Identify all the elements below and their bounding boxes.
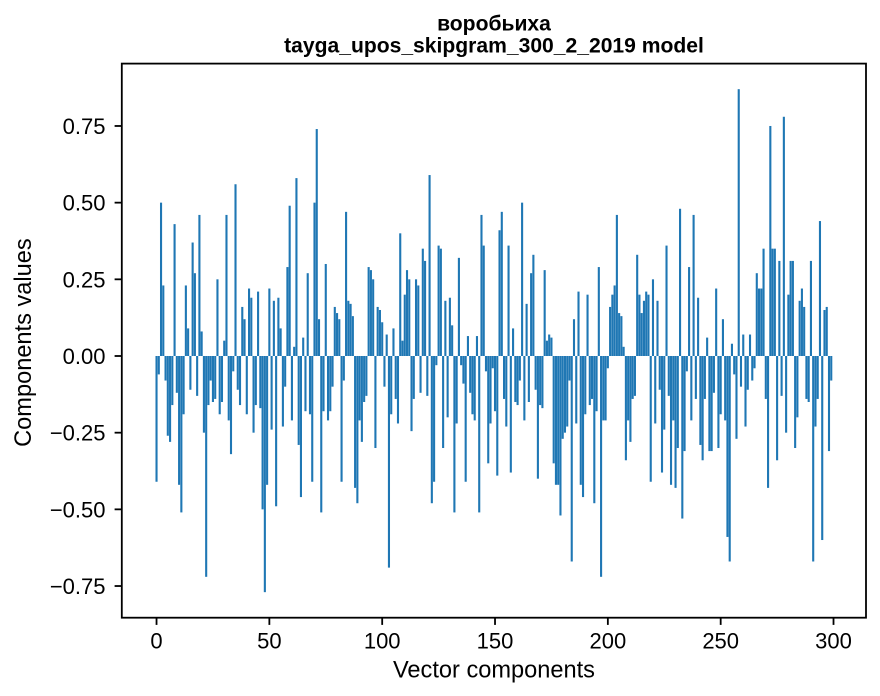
svg-text:50: 50 (257, 629, 281, 654)
svg-text:250: 250 (702, 629, 739, 654)
svg-text:−0.75: −0.75 (50, 574, 106, 599)
svg-text:0.25: 0.25 (63, 267, 106, 292)
svg-text:0: 0 (150, 629, 162, 654)
svg-text:−0.50: −0.50 (50, 497, 106, 522)
svg-text:Vector components: Vector components (393, 657, 595, 683)
svg-text:0.75: 0.75 (63, 114, 106, 139)
svg-text:0.50: 0.50 (63, 191, 106, 216)
svg-text:200: 200 (589, 629, 626, 654)
svg-text:воробьиха: воробьиха (437, 12, 551, 35)
svg-text:0.00: 0.00 (63, 344, 106, 369)
svg-text:Components values: Components values (11, 238, 37, 447)
svg-text:300: 300 (815, 629, 852, 654)
svg-text:tayga_upos_skipgram_300_2_2019: tayga_upos_skipgram_300_2_2019 model (284, 34, 704, 57)
svg-text:150: 150 (477, 629, 514, 654)
svg-text:100: 100 (364, 629, 401, 654)
svg-text:−0.25: −0.25 (50, 421, 106, 446)
